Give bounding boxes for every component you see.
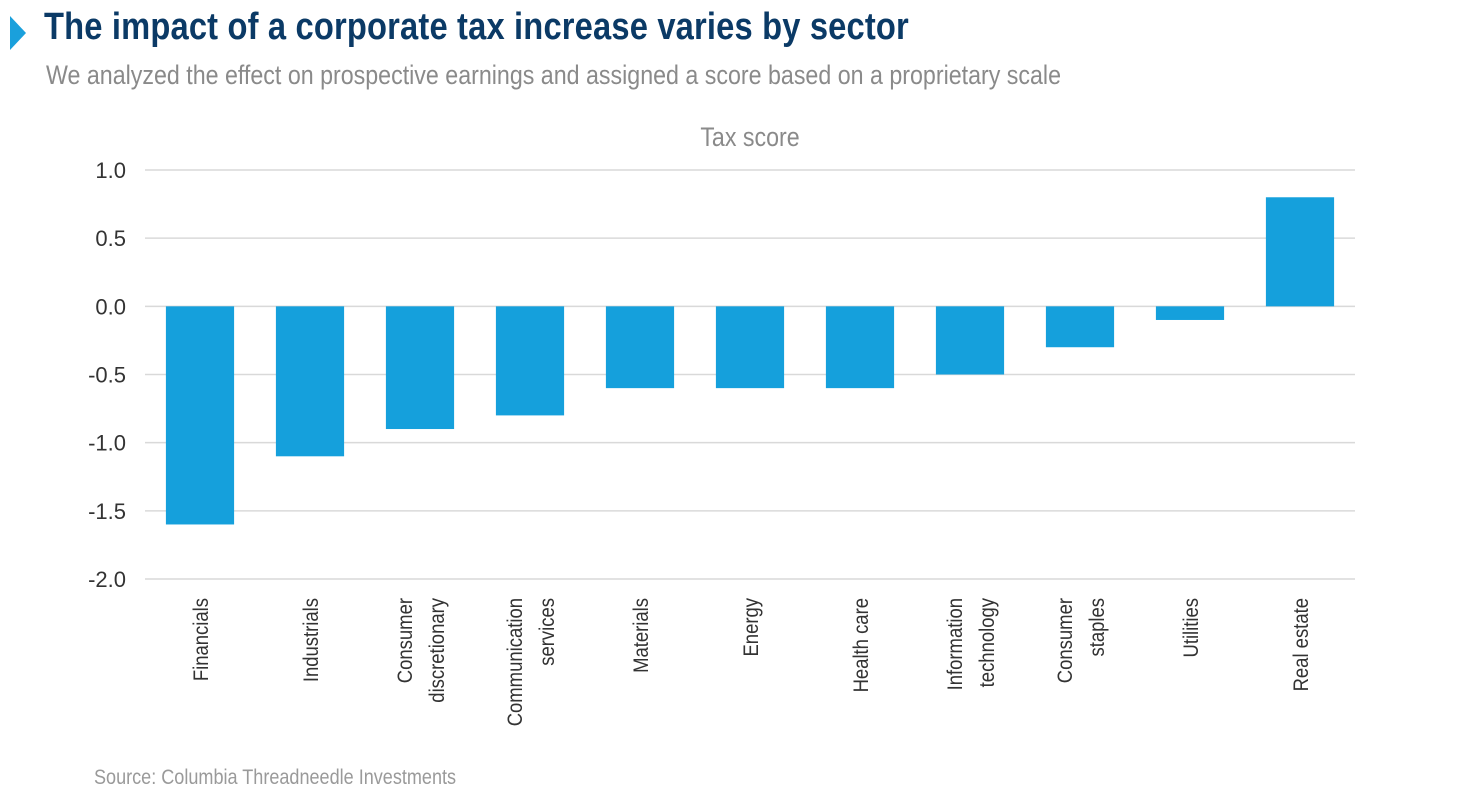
x-tick-label-line: Consumer: [394, 598, 417, 684]
source-note: Source: Columbia Threadneedle Investment…: [94, 766, 457, 789]
x-tick-label-line: Communication: [504, 598, 527, 726]
page-title: The impact of a corporate tax increase v…: [44, 6, 909, 48]
x-tick-label-line: Consumer: [1054, 598, 1077, 684]
bar: [275, 306, 345, 457]
x-tick-label: Energy: [740, 598, 763, 657]
bar-layer: [165, 197, 1335, 525]
chart-title: Tax score: [700, 122, 799, 152]
bar: [1265, 197, 1335, 307]
chart-svg: 1.0 0.5 0.0 -0.5 -1.0 -1.5 -2.0 Financials Indu…: [88, 122, 1355, 727]
bar: [605, 306, 675, 389]
x-tick-label-line: Materials: [630, 598, 653, 673]
x-tick-label: Health care: [850, 598, 873, 692]
x-tick-label-line: Energy: [740, 598, 763, 657]
y-tick-label: -1.0: [88, 431, 126, 456]
tax-score-chart: 1.0 0.5 0.0 -0.5 -1.0 -1.5 -2.0 Financials Indu…: [0, 110, 1458, 760]
x-tick-label-line: Health care: [850, 598, 873, 692]
x-tick-label: Information technology: [944, 598, 999, 690]
y-axis-tick-labels: 1.0 0.5 0.0 -0.5 -1.0 -1.5 -2.0: [88, 158, 126, 592]
y-tick-label: 0.5: [95, 226, 126, 251]
x-tick-label: Financials: [190, 598, 213, 681]
y-tick-label: -2.0: [88, 567, 126, 592]
bar: [1045, 306, 1115, 348]
x-tick-label: Communication services: [504, 598, 559, 726]
bar: [715, 306, 785, 389]
bar: [495, 306, 565, 416]
y-tick-label: -1.5: [88, 499, 126, 524]
x-tick-label-line: Financials: [190, 598, 213, 681]
x-tick-label: Utilities: [1180, 598, 1203, 658]
x-tick-label: Industrials: [300, 598, 323, 682]
x-tick-label-line: discretionary: [426, 598, 449, 703]
x-tick-label-line: staples: [1086, 598, 1109, 657]
triangle-right-icon: [10, 16, 26, 50]
bar: [1155, 306, 1225, 320]
x-tick-label-line: services: [536, 598, 559, 666]
x-tick-label-line: Real estate: [1290, 598, 1313, 691]
y-tick-label: 0.0: [95, 294, 126, 319]
x-tick-label-line: Industrials: [300, 598, 323, 682]
x-tick-label-line: technology: [976, 598, 999, 687]
page-subtitle: We analyzed the effect on prospective ea…: [46, 60, 1062, 90]
bar: [825, 306, 895, 389]
bar: [385, 306, 455, 430]
x-tick-label-line: Information: [944, 598, 967, 690]
bar: [165, 306, 235, 525]
y-tick-label: 1.0: [95, 158, 126, 183]
bar: [935, 306, 1005, 375]
x-axis-tick-labels: Financials Industrials Consumer discretiona…: [190, 598, 1313, 727]
x-tick-label: Materials: [630, 598, 653, 673]
x-tick-label-line: Utilities: [1180, 598, 1203, 658]
y-tick-label: -0.5: [88, 363, 126, 388]
x-tick-label: Consumer staples: [1054, 598, 1109, 684]
x-tick-label: Real estate: [1290, 598, 1313, 691]
x-tick-label: Consumer discretionary: [394, 598, 449, 703]
